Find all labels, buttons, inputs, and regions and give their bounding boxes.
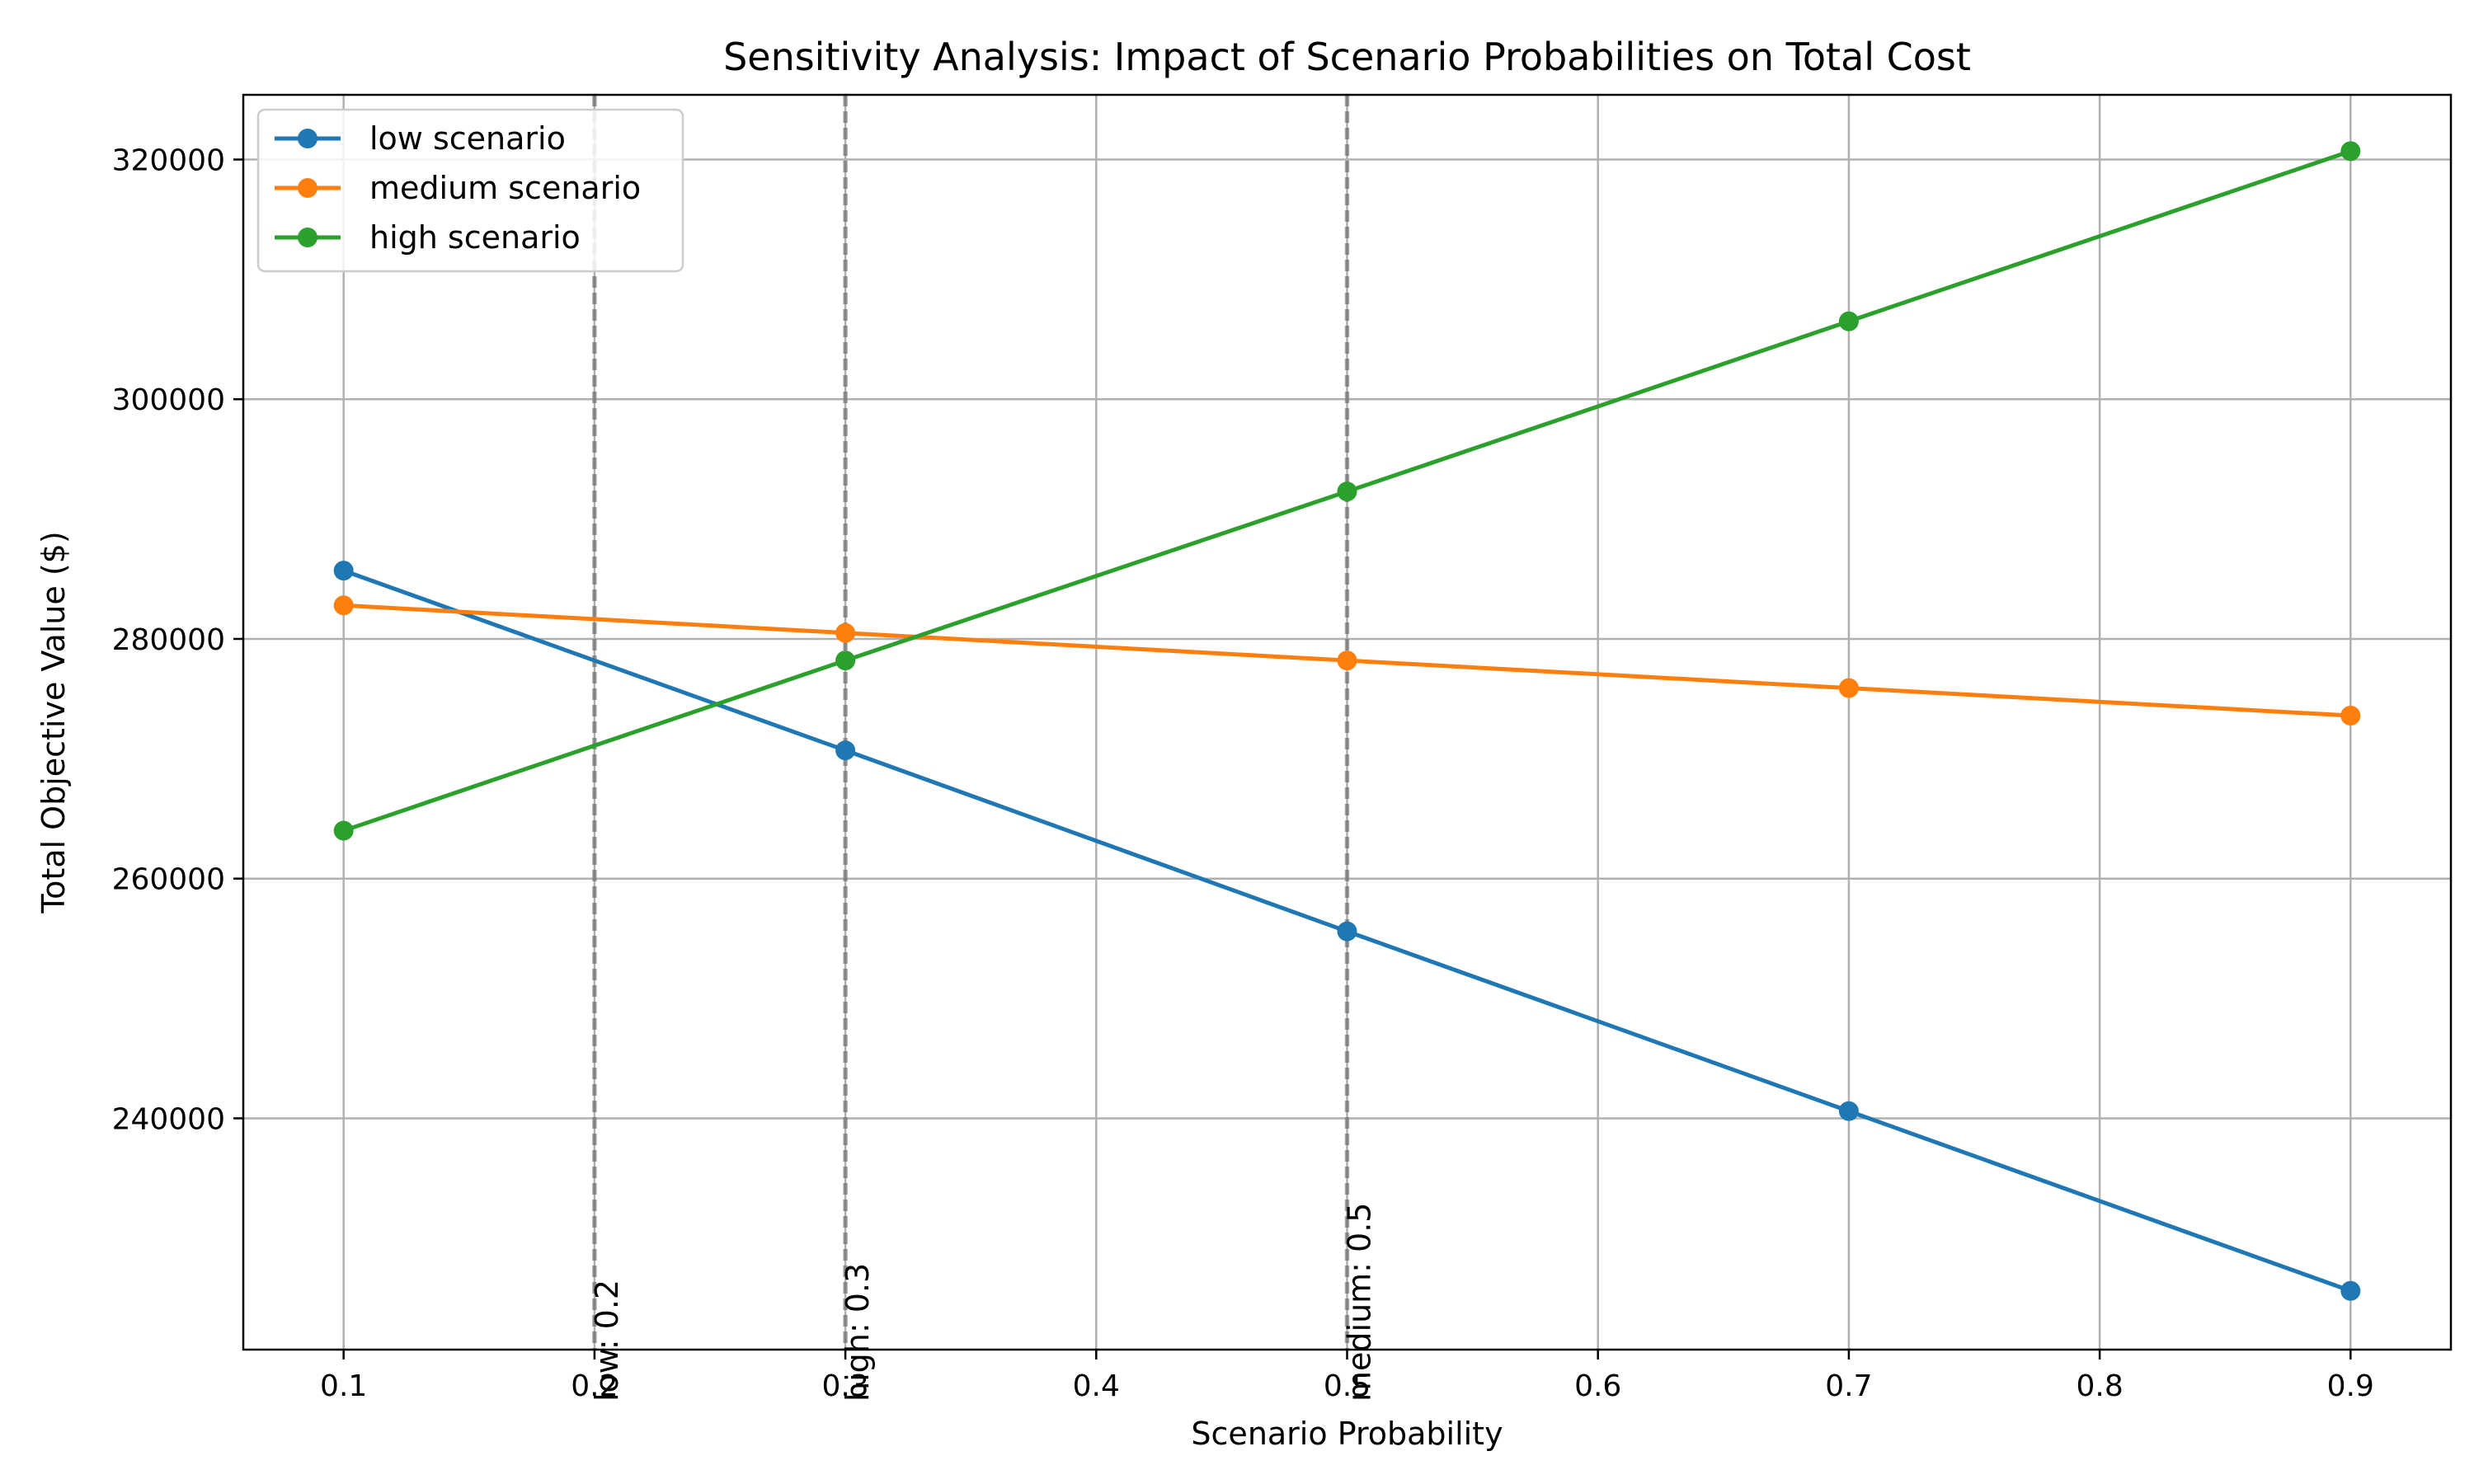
x-tick-label: 0.6: [1574, 1369, 1621, 1403]
data-point: [2340, 1280, 2361, 1301]
reference-lines: low: 0.2 high: 0.3 medium: 0.5: [589, 95, 1378, 1402]
legend-label: medium scenario: [369, 170, 641, 206]
x-tick-label: 0.9: [2327, 1369, 2374, 1403]
data-point: [2340, 141, 2361, 162]
data-point: [1838, 678, 1859, 698]
legend-marker: [298, 178, 317, 198]
reference-line-label: high: 0.3: [840, 1263, 876, 1402]
x-tick-label: 0.8: [2076, 1369, 2123, 1403]
data-point: [835, 740, 856, 761]
data-point: [1337, 481, 1357, 502]
data-point: [1838, 311, 1859, 331]
data-point: [333, 595, 354, 616]
reference-line-label: medium: 0.5: [1342, 1203, 1378, 1402]
chart-title: Sensitivity Analysis: Impact of Scenario…: [723, 35, 1971, 79]
data-point: [1337, 650, 1357, 671]
y-tick-label: 260000: [112, 863, 225, 897]
legend-marker: [298, 129, 317, 148]
legend: low scenario medium scenario high scenario: [256, 108, 684, 273]
legend-label: high scenario: [369, 219, 581, 256]
x-axis-label: Scenario Probability: [1191, 1416, 1503, 1452]
data-point: [835, 650, 856, 671]
y-tick-label: 280000: [112, 623, 225, 657]
data-point: [835, 622, 856, 643]
data-point: [333, 820, 354, 841]
data-point: [2340, 706, 2361, 726]
x-tick-label: 0.3: [821, 1369, 868, 1403]
series-lines: [333, 141, 2361, 1301]
data-point: [333, 561, 354, 581]
data-point: [1337, 921, 1357, 942]
legend-marker: [298, 228, 317, 247]
x-tick-label: 0.7: [1825, 1369, 1872, 1403]
legend-label: low scenario: [369, 120, 566, 157]
legend-box: [256, 108, 684, 273]
y-tick-label: 300000: [112, 383, 225, 417]
y-tick-label: 240000: [112, 1102, 225, 1136]
x-tick-label: 0.2: [571, 1369, 618, 1403]
data-point: [1838, 1101, 1859, 1121]
reference-line-label: low: 0.2: [589, 1280, 625, 1402]
y-tick-label: 320000: [112, 143, 225, 177]
axis-ticks: 0.1 0.2 0.3 0.4 0.5 0.6 0.7 0.8 0.9 240000 260000 2…: [112, 143, 2374, 1403]
x-tick-label: 0.5: [1324, 1369, 1371, 1403]
x-tick-label: 0.1: [320, 1369, 367, 1403]
y-axis-label: Total Objective Value ($): [35, 531, 72, 913]
x-tick-label: 0.4: [1073, 1369, 1120, 1403]
